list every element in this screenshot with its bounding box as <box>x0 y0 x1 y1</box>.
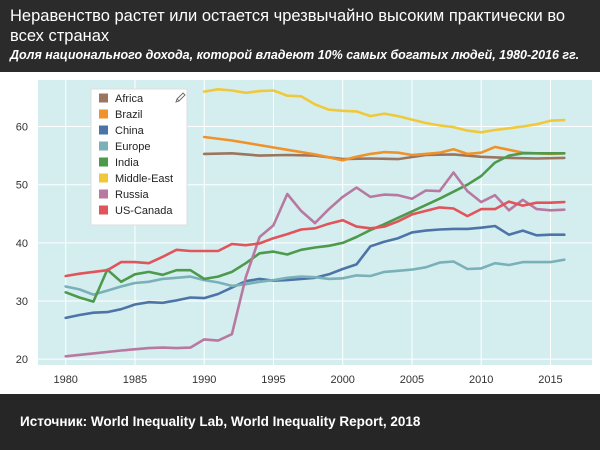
series-line-india <box>64 152 566 303</box>
legend-label: Europe <box>115 141 150 153</box>
series-line-europe <box>64 258 566 296</box>
legend-swatch <box>99 93 108 103</box>
y-tick-label: 60 <box>16 122 28 134</box>
series-line-russia <box>64 171 566 358</box>
line-chart: 1980 1985 1990 1995 2000 2005 2010 2015 20 30 40 5… <box>16 80 592 386</box>
x-tick-label: 2005 <box>400 374 424 386</box>
legend-swatch <box>99 157 108 167</box>
y-tick-label: 20 <box>16 354 28 366</box>
legend-label: Russia <box>115 189 150 201</box>
legend: Africa Brazil China Europe India Middle-East R… <box>90 88 188 226</box>
x-tick-label: 2010 <box>469 374 493 386</box>
x-tick-label: 2015 <box>538 374 562 386</box>
x-tick-label: 1995 <box>261 374 285 386</box>
x-axis-ticks: 1980 1985 1990 1995 2000 2005 2010 2015 <box>53 374 562 386</box>
legend-swatch <box>99 173 108 183</box>
pencil-icon <box>175 92 186 103</box>
series-line-us-canada <box>64 200 566 278</box>
legend-swatch <box>99 141 108 151</box>
y-tick-label: 30 <box>16 296 28 308</box>
chart-area: 1980 1985 1990 1995 2000 2005 2010 2015 20 30 40 5… <box>0 72 600 394</box>
legend-label: US-Canada <box>115 205 173 217</box>
legend-label: Africa <box>115 93 144 105</box>
gridlines <box>38 80 592 365</box>
series-lines <box>64 88 566 358</box>
legend-label: Middle-East <box>115 173 173 185</box>
y-tick-label: 40 <box>16 238 28 250</box>
x-tick-label: 1985 <box>123 374 147 386</box>
x-tick-label: 1990 <box>192 374 216 386</box>
series-line-middle-east <box>202 88 566 134</box>
legend-label: Brazil <box>115 109 143 121</box>
legend-label: India <box>115 157 140 169</box>
legend-swatch <box>99 109 108 119</box>
source-note: Источник: World Inequality Lab, World In… <box>20 414 421 429</box>
legend-swatch <box>99 125 108 135</box>
x-tick-label: 1980 <box>53 374 77 386</box>
footer-bar: Источник: World Inequality Lab, World In… <box>0 394 600 450</box>
x-tick-label: 2000 <box>330 374 354 386</box>
y-axis-ticks: 20 30 40 50 60 <box>16 122 28 367</box>
legend-swatch <box>99 205 108 215</box>
legend-swatch <box>99 189 108 199</box>
legend-label: China <box>115 125 145 137</box>
y-tick-label: 50 <box>16 180 28 192</box>
chart-subtitle: Доля национального дохода, которой владе… <box>10 48 580 62</box>
series-line-brazil <box>202 135 566 162</box>
chart-title: Неравенство растет или остается чрезвыча… <box>10 7 566 45</box>
